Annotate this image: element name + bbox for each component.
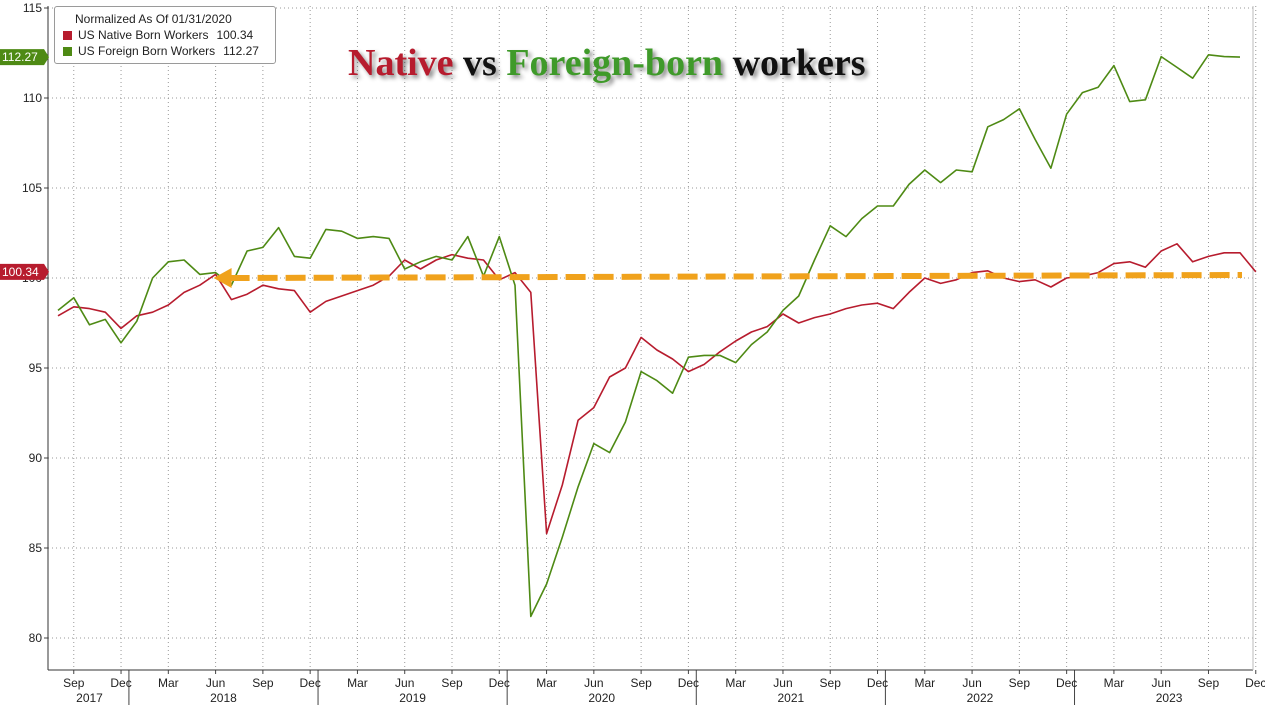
- x-year-label: 2019: [399, 691, 426, 705]
- legend-label-native: US Native Born Workers: [78, 28, 209, 42]
- x-tick-label: Jun: [395, 676, 414, 690]
- foreign-last-value: 112.27: [2, 50, 38, 64]
- x-tick-label: Dec: [678, 676, 699, 690]
- foreign-born-line: [57, 53, 1241, 618]
- x-tick-label: Dec: [110, 676, 131, 690]
- y-tick-label: 90: [29, 451, 43, 465]
- x-tick-label: Jun: [1152, 676, 1171, 690]
- x-tick-label: Jun: [962, 676, 981, 690]
- title-vs: vs: [463, 42, 497, 84]
- legend-value-foreign: 112.27: [223, 44, 259, 58]
- x-tick-label: Mar: [158, 676, 179, 690]
- series-lines: [57, 53, 1257, 618]
- x-tick-label: Sep: [1198, 676, 1220, 690]
- native-born-line: [57, 243, 1257, 535]
- y-tick-label: 115: [23, 1, 42, 15]
- title-foreign: Foreign-born: [506, 42, 724, 84]
- x-tick-label: Sep: [630, 676, 652, 690]
- x-tick-label: Dec: [867, 676, 888, 690]
- x-tick-label: Jun: [206, 676, 225, 690]
- legend-item-native: US Native Born Workers 100.34: [63, 27, 269, 43]
- baseline-arrowhead: [213, 268, 232, 288]
- x-year-label: 2018: [210, 691, 237, 705]
- legend-label-foreign: US Foreign Born Workers: [78, 44, 216, 58]
- x-tick-label: Sep: [441, 676, 463, 690]
- x-tick-label: Sep: [820, 676, 842, 690]
- grid-lines: [48, 6, 1257, 670]
- x-tick-label: Dec: [299, 676, 320, 690]
- x-tick-label: Sep: [252, 676, 274, 690]
- x-year-label: 2023: [1156, 691, 1183, 705]
- y-tick-label: 80: [29, 631, 43, 645]
- legend-header: Normalized As Of 01/31/2020: [75, 12, 232, 26]
- x-year-label: 2017: [76, 691, 103, 705]
- title-native: Native: [348, 42, 454, 84]
- chart-title: Native vs Foreign-born workers: [348, 38, 866, 88]
- y-tick-label: 95: [29, 361, 43, 375]
- y-tick-label: 85: [29, 541, 43, 555]
- native-last-value: 100.34: [2, 265, 39, 279]
- x-tick-label: Dec: [1056, 676, 1077, 690]
- native-last-value-flag: [0, 263, 49, 280]
- y-tick-label: 105: [22, 181, 42, 195]
- x-tick-label: Sep: [63, 676, 85, 690]
- x-year-label: 2022: [967, 691, 994, 705]
- x-year-label: 2021: [777, 691, 804, 705]
- x-tick-label: Dec: [1245, 676, 1265, 690]
- x-tick-label: Mar: [914, 676, 935, 690]
- x-tick-label: Mar: [347, 676, 368, 690]
- x-tick-label: Sep: [1009, 676, 1031, 690]
- legend-value-native: 100.34: [216, 28, 254, 42]
- baseline-arrow: [213, 268, 1243, 288]
- legend: Normalized As Of 01/31/2020 US Native Bo…: [54, 6, 276, 64]
- legend-item-foreign: US Foreign Born Workers 112.27: [63, 43, 269, 59]
- legend-swatch-foreign: [63, 46, 72, 56]
- title-workers: workers: [732, 42, 866, 84]
- foreign-last-value-flag: [0, 49, 49, 66]
- x-year-label: 2020: [588, 691, 615, 705]
- x-tick-label: Mar: [1104, 676, 1125, 690]
- axes: [44, 6, 1257, 705]
- x-tick-label: Dec: [489, 676, 510, 690]
- y-tick-label: 110: [23, 91, 42, 105]
- x-tick-label: Jun: [584, 676, 603, 690]
- x-tick-label: Mar: [725, 676, 746, 690]
- x-tick-label: Mar: [536, 676, 557, 690]
- baseline-dashed-line: [229, 272, 1243, 281]
- legend-swatch-native: [63, 30, 72, 40]
- x-tick-label: Jun: [773, 676, 792, 690]
